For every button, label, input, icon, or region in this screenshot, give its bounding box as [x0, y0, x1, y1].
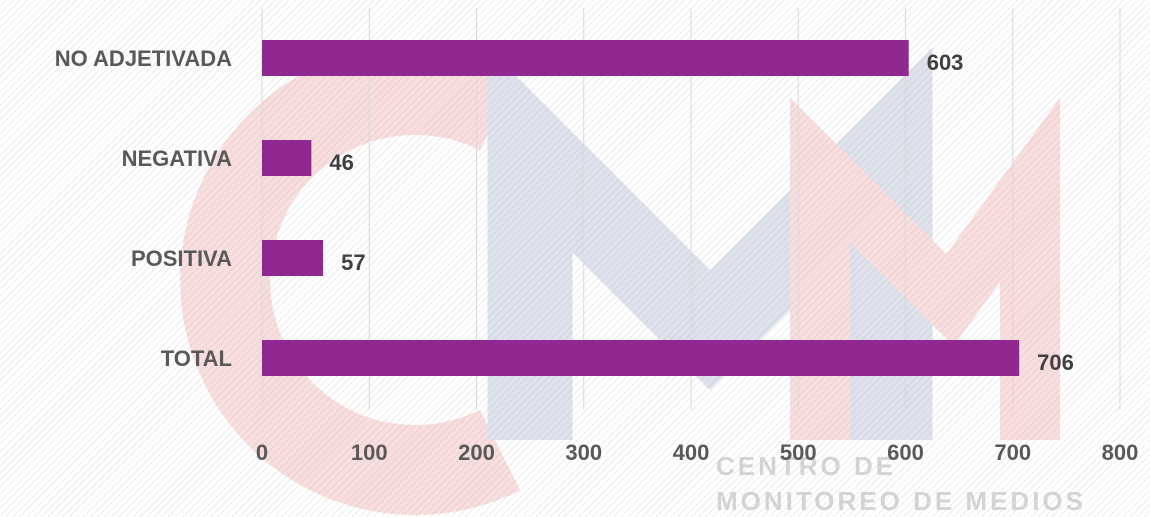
category-label: NO ADJETIVADA: [55, 46, 232, 71]
data-labels: 603 46 57 706: [329, 50, 1074, 375]
x-tick-label: 400: [673, 440, 710, 465]
watermark-c-shape: [180, 45, 521, 515]
x-tick-label: 300: [565, 440, 602, 465]
x-tick-label: 800: [1102, 440, 1139, 465]
x-axis-tick-labels: 0 100 200 300 400 500 600 700 800: [256, 440, 1138, 465]
category-label: TOTAL: [161, 346, 232, 371]
watermark-m-shape: [487, 47, 933, 440]
watermark-line-1: CENTRO DE: [716, 451, 896, 481]
x-tick-label: 700: [994, 440, 1031, 465]
x-tick-label: 0: [256, 440, 268, 465]
data-label: 706: [1037, 350, 1074, 375]
x-tick-label: 500: [780, 440, 817, 465]
category-label: POSITIVA: [131, 246, 232, 271]
bar-negativa: [262, 140, 312, 176]
category-labels: NO ADJETIVADA NEGATIVA POSITIVA TOTAL: [55, 46, 232, 371]
category-label: NEGATIVA: [122, 146, 233, 171]
bar-positiva: [262, 240, 324, 276]
x-tick-label: 600: [887, 440, 924, 465]
x-tick-label: 100: [351, 440, 388, 465]
x-tick-label: 200: [458, 440, 495, 465]
cmm-watermark-logo: [180, 45, 1060, 515]
bar-no-adjetivada: [262, 40, 909, 76]
bars: [262, 40, 1020, 376]
watermark-line-2: MONITOREO DE MEDIOS: [716, 486, 1086, 516]
data-label: 603: [927, 50, 964, 75]
watermark-m2-shape: [790, 97, 1060, 440]
data-label: 57: [341, 250, 365, 275]
data-label: 46: [329, 150, 353, 175]
bar-total: [262, 340, 1020, 376]
